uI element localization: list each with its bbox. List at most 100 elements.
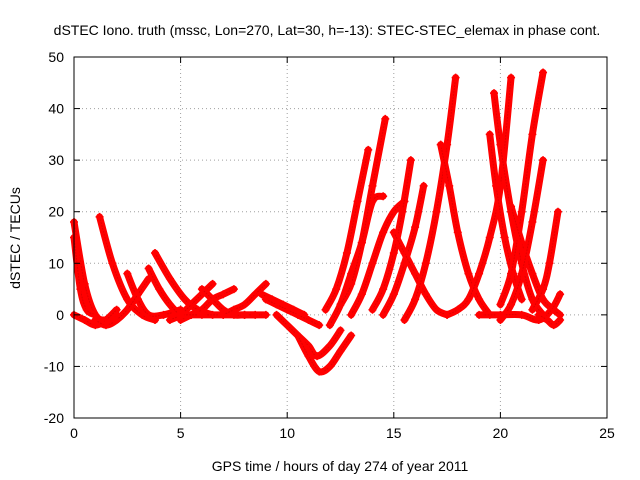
data-point-marker [549, 321, 558, 330]
data-point-marker [272, 310, 281, 319]
data-point-marker [421, 290, 430, 299]
data-point-marker [528, 130, 537, 139]
data-point-marker [325, 362, 334, 371]
data-point-marker [475, 310, 484, 319]
data-point-marker [443, 310, 452, 319]
data-point-marker [539, 156, 548, 165]
data-point-marker [229, 305, 238, 314]
chart-title: dSTEC Iono. truth (mssc, Lon=270, Lat=30… [54, 22, 601, 38]
series-marker-texture [531, 211, 559, 311]
data-point-marker [261, 310, 270, 319]
data-point-marker [336, 326, 345, 335]
data-point-marker [507, 202, 516, 211]
data-point-marker [379, 228, 388, 237]
data-point-marker [411, 295, 420, 304]
data-point-marker [389, 228, 398, 237]
y-tick-label: 30 [48, 152, 64, 168]
data-point-marker [313, 352, 322, 361]
data-point-marker [534, 310, 543, 319]
data-point-marker [507, 269, 516, 278]
data-point-marker [464, 295, 473, 304]
data-point-marker [293, 310, 302, 319]
data-point-marker [400, 248, 409, 257]
data-point-marker [133, 290, 142, 299]
data-point-marker [165, 300, 174, 309]
data-point-marker [389, 290, 398, 299]
data-point-marker [379, 192, 388, 201]
data-point-marker [475, 295, 484, 304]
data-point-marker [261, 295, 270, 304]
data-point-marker [347, 331, 356, 340]
series-marker-texture [73, 237, 96, 316]
data-point-marker [419, 181, 428, 190]
x-tick-label: 5 [177, 425, 185, 441]
data-point-marker [144, 264, 153, 273]
data-point-marker [336, 346, 345, 355]
data-point-marker [272, 300, 281, 309]
data-point-marker [496, 140, 505, 149]
data-point-marker [368, 305, 377, 314]
series-marker-texture [116, 278, 150, 321]
data-point-marker [208, 295, 217, 304]
data-point-marker [325, 321, 334, 330]
data-point-marker [400, 316, 409, 325]
data-point-marker [347, 279, 356, 288]
data-point-marker [543, 316, 552, 325]
data-point-marker [155, 285, 164, 294]
series-line [400, 74, 460, 324]
data-point-marker [304, 316, 313, 325]
data-point-marker [229, 285, 238, 294]
data-point-marker [368, 259, 377, 268]
data-point-marker [539, 68, 548, 77]
series [219, 279, 270, 319]
data-point-marker [101, 321, 110, 330]
data-point-marker [336, 300, 345, 309]
data-point-marker [304, 352, 313, 361]
data-point-marker [283, 321, 292, 330]
data-point-marker [517, 269, 526, 278]
series [496, 68, 548, 309]
data-point-marker [528, 305, 537, 314]
data-point-marker [315, 367, 324, 376]
data-point-marker [112, 305, 121, 314]
series-line [443, 74, 515, 319]
y-tick-label: -20 [44, 410, 64, 426]
data-point-marker [347, 310, 356, 319]
data-point-marker [208, 279, 217, 288]
data-point-marker [553, 207, 562, 216]
series-line [437, 141, 494, 319]
data-point-marker [240, 300, 249, 309]
y-tick-label: -10 [44, 358, 64, 374]
data-point-marker [451, 73, 460, 82]
data-point-marker [261, 279, 270, 288]
data-point-marker [165, 274, 174, 283]
x-tick-label: 25 [599, 425, 615, 441]
data-point-marker [123, 269, 132, 278]
data-point-marker [321, 305, 330, 314]
data-point-marker [507, 73, 516, 82]
data-point-marker [517, 238, 526, 247]
data-point-marker [144, 310, 153, 319]
data-point-marker [496, 310, 505, 319]
data-point-marker [165, 316, 174, 325]
series-marker-texture [382, 185, 425, 316]
data-point-marker [251, 310, 260, 319]
data-point-marker [123, 295, 132, 304]
series-marker-texture [538, 314, 561, 326]
data-point-marker [517, 207, 526, 216]
data-point-marker [406, 156, 415, 165]
data-point-marker [379, 310, 388, 319]
data-point-marker [475, 269, 484, 278]
data-point-marker [507, 300, 516, 309]
data-point-marker [219, 310, 228, 319]
data-point-marker [151, 248, 160, 257]
series [293, 331, 356, 376]
plot-frame [73, 56, 608, 419]
data-point-marker [517, 310, 526, 319]
data-point-marker [108, 259, 117, 268]
y-tick-label: 40 [48, 101, 64, 117]
data-point-marker [492, 181, 501, 190]
data-point-marker [197, 285, 206, 294]
